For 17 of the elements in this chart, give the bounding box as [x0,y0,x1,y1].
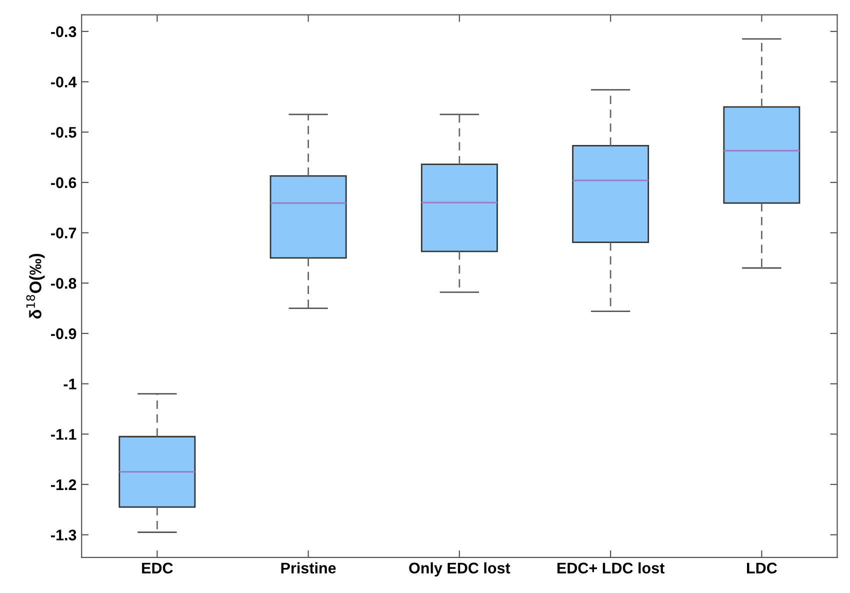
y-tick-label: -0.3 [51,26,76,38]
y-tick-label: -0.6 [51,177,76,188]
x-tick-label: EDC+ LDC lost [557,562,664,574]
y-tick-label: -0.8 [51,278,76,289]
y-tick-label: -1.1 [51,429,76,440]
y-tick-label: -0.5 [51,126,76,138]
y-tick-label: -1.2 [51,479,76,490]
x-tick-label: Only EDC lost [409,562,510,577]
x-tick-label: Pristine [281,562,336,574]
y-tick-label: -1 [64,378,76,390]
y-tick-label: -1.3 [51,530,76,540]
y-tick-label: -0.9 [51,328,76,340]
y-axis-title: δ$^{18}$O(‰) [26,254,45,319]
x-tick-label: EDC [142,562,173,574]
y-tick-label: -0.7 [51,228,76,238]
x-tick-label: LDC [747,562,777,574]
y-tick-label: -0.4 [51,76,77,88]
